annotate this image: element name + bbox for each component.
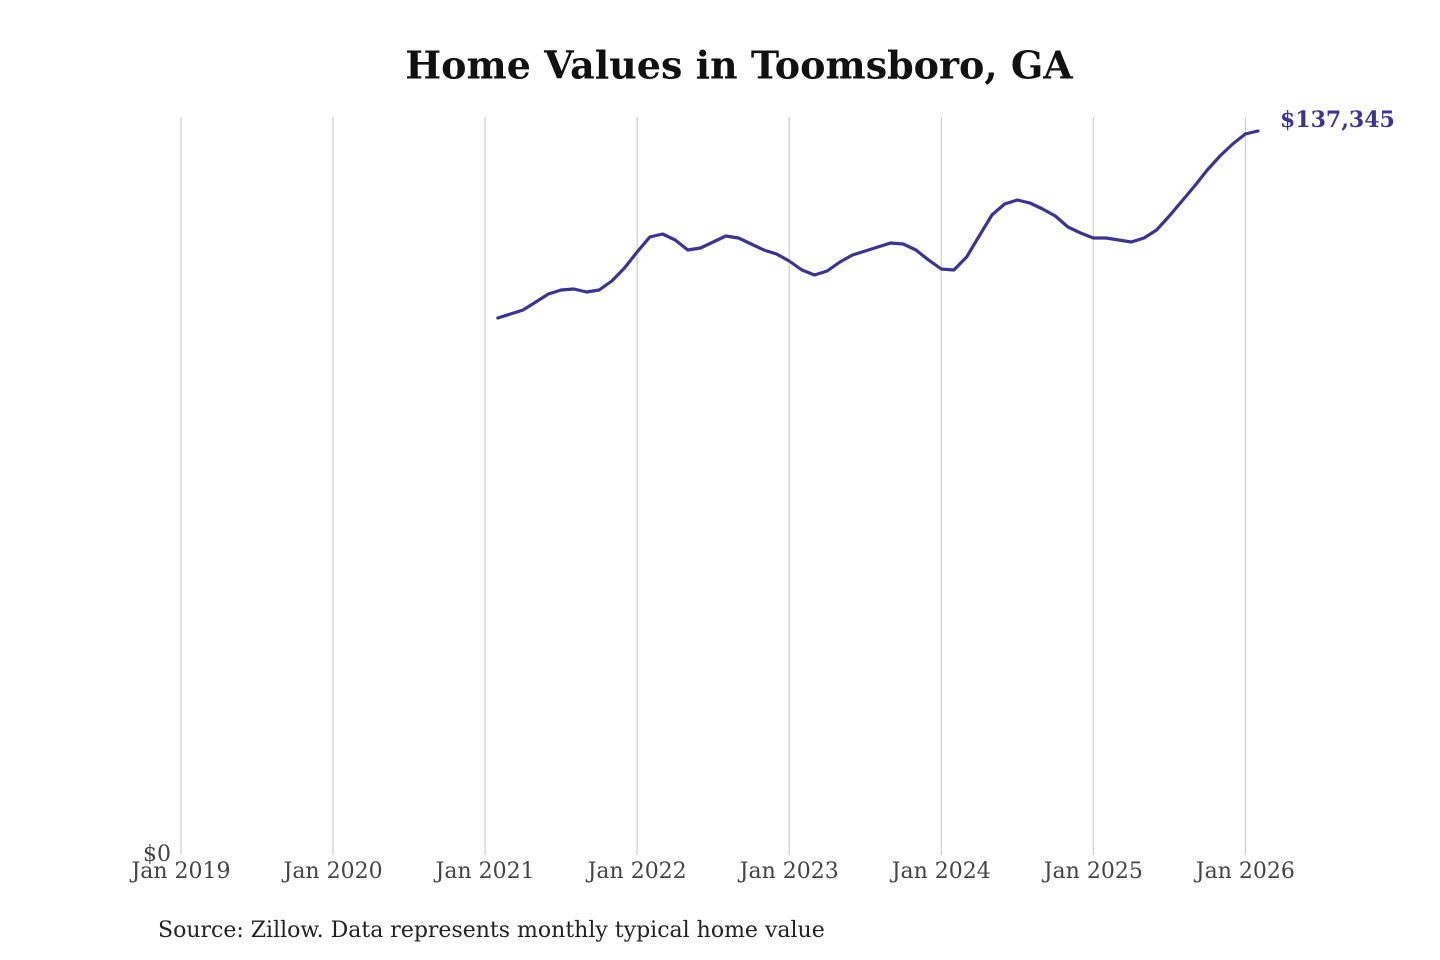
value-label: $137,345 [1280,107,1395,133]
chart-title: Home Values in Toomsboro, GA [405,43,1073,88]
x-tick-label: Jan 2025 [1042,859,1143,884]
source-note: Source: Zillow. Data represents monthly … [158,918,825,943]
x-tick-label: Jan 2026 [1194,859,1295,884]
x-tick-label: Jan 2023 [738,859,839,884]
x-tick-label: Jan 2019 [129,859,230,884]
x-tick-label: Jan 2022 [586,859,687,884]
x-tick-label: Jan 2020 [282,859,383,884]
y-tick-label: $0 [143,842,171,867]
x-tick-label: Jan 2021 [434,859,535,884]
line [496,129,1260,320]
x-tick-label: Jan 2024 [890,859,991,884]
